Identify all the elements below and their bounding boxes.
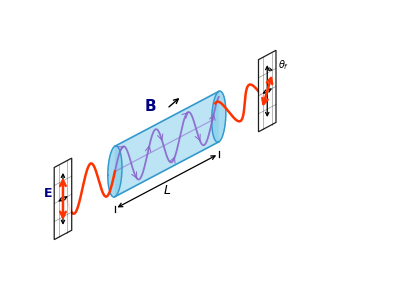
Polygon shape — [212, 91, 226, 142]
Text: E: E — [43, 186, 52, 200]
Polygon shape — [108, 146, 122, 197]
Text: $\theta_f$: $\theta_f$ — [278, 58, 289, 72]
Polygon shape — [258, 50, 276, 132]
Polygon shape — [54, 158, 72, 240]
Text: B: B — [145, 99, 157, 114]
Polygon shape — [115, 91, 219, 197]
Text: L: L — [164, 184, 170, 197]
